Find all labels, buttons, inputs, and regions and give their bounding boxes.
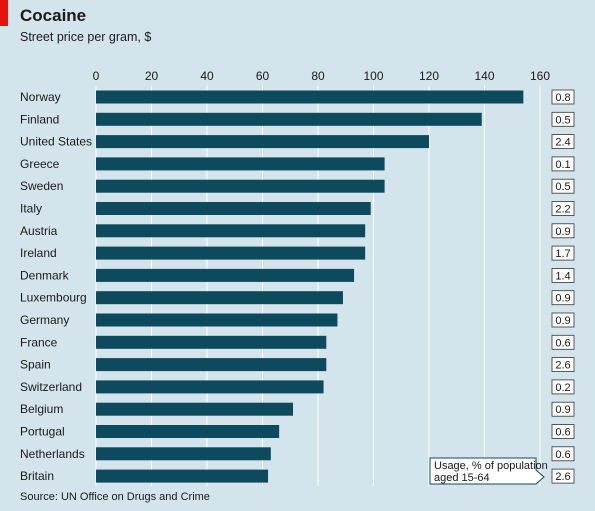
usage-value: 1.7 (555, 248, 570, 260)
category-label: France (20, 335, 58, 349)
usage-value: 2.2 (555, 204, 570, 216)
usage-box (551, 223, 575, 239)
usage-box (551, 334, 575, 350)
bar (96, 246, 366, 260)
usage-value: 0.6 (555, 427, 570, 439)
category-label: Britain (20, 469, 54, 483)
callout-line-2: aged 15-64 (434, 472, 490, 484)
callout-line-1: Usage, % of population (434, 460, 548, 472)
category-label: Italy (20, 202, 42, 216)
chart-subtitle: Street price per gram, $ (20, 30, 152, 44)
bar (96, 157, 385, 171)
usage-box (551, 424, 575, 439)
usage-value: 0.6 (555, 337, 570, 349)
x-tick-label: 20 (145, 69, 159, 83)
usage-box (551, 312, 575, 328)
bar (96, 268, 355, 282)
x-tick-label: 60 (256, 69, 270, 83)
usage-box (551, 201, 575, 216)
x-tick-label: 120 (419, 69, 439, 83)
usage-value: 2.4 (555, 137, 570, 149)
grid-lines (95, 86, 541, 486)
category-labels: Norway Finland United States Greece Sweden It… (20, 90, 92, 483)
usage-value: 1.4 (555, 270, 570, 282)
category-label: Austria (20, 224, 58, 238)
category-label: Luxembourg (20, 291, 87, 305)
bar (96, 380, 324, 394)
usage-value: 0.5 (555, 114, 570, 126)
bar (96, 313, 338, 327)
bar (96, 425, 280, 438)
category-label: Portugal (20, 425, 65, 439)
chart-title: Cocaine (20, 6, 87, 25)
category-label: Netherlands (20, 447, 85, 461)
source-note: Source: UN Office on Drugs and Crime (20, 491, 210, 503)
x-tick-label: 100 (363, 69, 383, 83)
x-axis-ticks: 0 20 40 60 80 100 120 140 160 (93, 69, 551, 83)
category-label: Germany (20, 313, 69, 327)
category-label: Ireland (20, 246, 57, 260)
usage-value: 0.9 (555, 315, 570, 327)
bar (96, 224, 366, 238)
usage-box (551, 468, 575, 484)
brand-tag (0, 0, 8, 26)
bar (96, 202, 371, 215)
category-label: Greece (20, 157, 60, 171)
bar (96, 135, 429, 149)
x-tick-label: 80 (311, 69, 325, 83)
x-tick-label: 0 (93, 69, 100, 83)
usage-value: 0.1 (555, 159, 570, 171)
usage-value: 0.5 (555, 181, 570, 193)
usage-box (551, 357, 575, 373)
usage-box (551, 379, 575, 395)
x-tick-label: 160 (530, 69, 550, 83)
x-tick-label: 40 (200, 69, 214, 83)
category-label: Belgium (20, 402, 63, 416)
usage-boxes: 0.8 0.5 2.4 0.1 0.5 2.2 0.9 1.7 1.4 0.9 0.9 0.6 2.6 0… (551, 89, 575, 484)
usage-box (551, 178, 575, 194)
callout-box (429, 457, 545, 485)
bar (96, 291, 343, 305)
category-label: Norway (20, 90, 61, 104)
usage-box (551, 267, 575, 283)
usage-box (551, 89, 575, 105)
usage-value: 2.6 (555, 360, 570, 372)
category-label: United States (20, 135, 92, 149)
usage-value: 0.9 (555, 404, 570, 416)
usage-value: 2.6 (555, 471, 570, 483)
usage-box (551, 290, 575, 306)
usage-value: 0.9 (555, 293, 570, 305)
usage-value: 0.6 (555, 449, 570, 461)
usage-value: 0.8 (555, 92, 570, 104)
x-tick-label: 140 (474, 69, 494, 83)
bar (96, 179, 385, 193)
usage-box (551, 401, 575, 417)
bar (96, 358, 327, 372)
category-label: Finland (20, 112, 59, 126)
category-label: Sweden (20, 179, 63, 193)
usage-value: 0.2 (555, 382, 570, 394)
usage-box (551, 156, 575, 172)
category-label: Denmark (20, 268, 70, 282)
usage-box (551, 134, 575, 150)
bar (96, 469, 269, 483)
usage-box (551, 446, 575, 462)
bar (96, 447, 271, 461)
usage-value: 0.9 (555, 226, 570, 238)
usage-box (551, 245, 575, 261)
category-label: Spain (20, 358, 51, 372)
bar (96, 112, 482, 126)
usage-box (551, 111, 575, 127)
bar (96, 90, 524, 104)
bar (96, 335, 327, 349)
bar (96, 402, 294, 416)
bars (96, 90, 524, 483)
category-label: Switzerland (20, 380, 82, 394)
